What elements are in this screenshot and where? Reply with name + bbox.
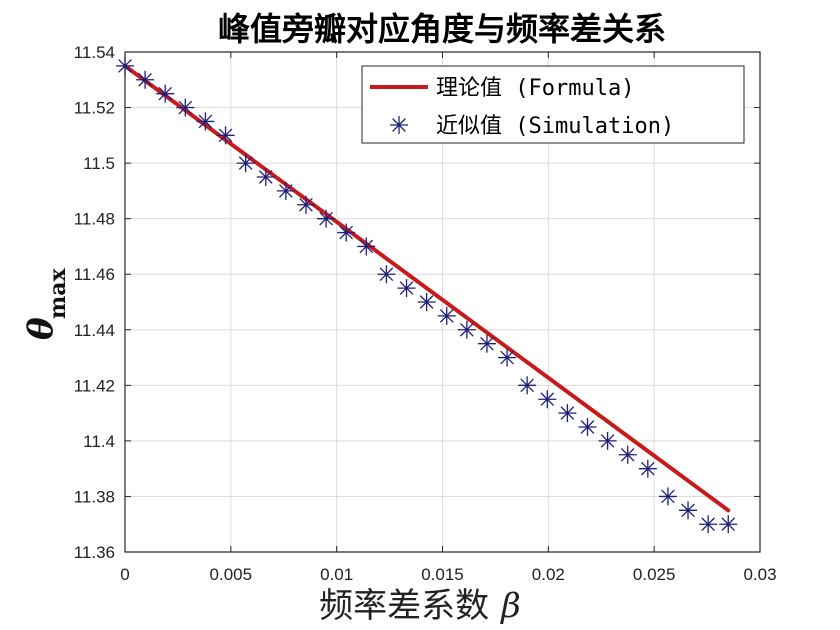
simulation-point <box>236 154 255 173</box>
x-tick-label: 0.02 <box>532 565 565 584</box>
x-axis-symbol: β <box>499 586 521 626</box>
simulation-point <box>216 126 235 145</box>
data-series <box>116 56 738 534</box>
simulation-point <box>558 404 577 423</box>
simulation-point <box>618 445 637 464</box>
y-tick-label: 11.5 <box>83 154 115 173</box>
legend: 理论值 (Formula) 近似值 (Simulation) <box>361 65 745 144</box>
x-tick-label: 0.01 <box>320 565 353 584</box>
simulation-point <box>196 112 215 131</box>
simulation-point <box>136 70 155 89</box>
y-tick-label: 11.4 <box>83 432 115 451</box>
x-tick-label: 0.025 <box>633 565 676 584</box>
legend-entry-formula: 理论值 (Formula) <box>436 76 634 101</box>
y-axis-label: θ max <box>21 267 71 340</box>
simulation-point <box>337 223 356 242</box>
simulation-point <box>176 98 195 117</box>
y-tick-label: 11.44 <box>74 321 115 340</box>
simulation-point <box>276 181 295 200</box>
legend-asterisk-swatch <box>390 116 408 134</box>
x-tick-label: 0.03 <box>743 565 776 584</box>
simulation-point <box>317 209 336 228</box>
simulation-point <box>538 390 557 409</box>
y-tick-label: 11.38 <box>74 487 115 506</box>
simulation-point <box>296 195 315 214</box>
simulation-point <box>679 501 698 520</box>
simulation-point <box>477 334 496 353</box>
x-tick-label: 0.005 <box>210 565 253 584</box>
simulation-point <box>699 515 718 534</box>
simulation-point <box>518 376 537 395</box>
y-tick-label: 11.54 <box>74 43 115 62</box>
axis-ticks: 0 0.005 0.01 0.015 0.02 0.025 0.03 11.36 11.38 11… <box>74 43 777 584</box>
simulation-point <box>578 418 597 436</box>
x-tick-label: 0.015 <box>421 565 464 584</box>
simulation-point <box>719 515 738 534</box>
x-axis-label-text: 频率差系数 <box>319 586 489 626</box>
simulation-point <box>256 168 275 186</box>
simulation-point <box>397 279 416 298</box>
simulation-point <box>498 348 517 367</box>
simulation-point <box>457 320 476 339</box>
legend-entry-simulation: 近似值 (Simulation) <box>436 114 674 139</box>
simulation-point <box>638 459 657 478</box>
simulation-point <box>156 84 175 103</box>
x-axis-label: 频率差系数 β <box>319 586 521 626</box>
y-tick-label: 11.52 <box>74 99 115 118</box>
y-tick-label: 11.36 <box>74 543 115 562</box>
simulation-point <box>116 56 134 75</box>
simulation-point <box>377 265 396 284</box>
y-tick-label: 11.46 <box>74 265 115 284</box>
legend-asterisk-glyph <box>390 116 408 134</box>
simulation-point <box>437 306 456 325</box>
y-axis-subscript: max <box>45 267 71 319</box>
y-tick-label: 11.42 <box>74 376 115 395</box>
chart-title: 峰值旁瓣对应角度与频率差关系 <box>218 10 666 48</box>
simulation-point <box>417 293 436 311</box>
simulation-point <box>658 487 677 506</box>
simulation-point <box>598 431 617 450</box>
y-axis-symbol: θ <box>21 317 61 340</box>
simulation-point <box>357 237 376 256</box>
y-tick-label: 11.48 <box>74 210 115 229</box>
x-tick-label: 0 <box>120 565 129 584</box>
legend-box <box>361 65 745 144</box>
